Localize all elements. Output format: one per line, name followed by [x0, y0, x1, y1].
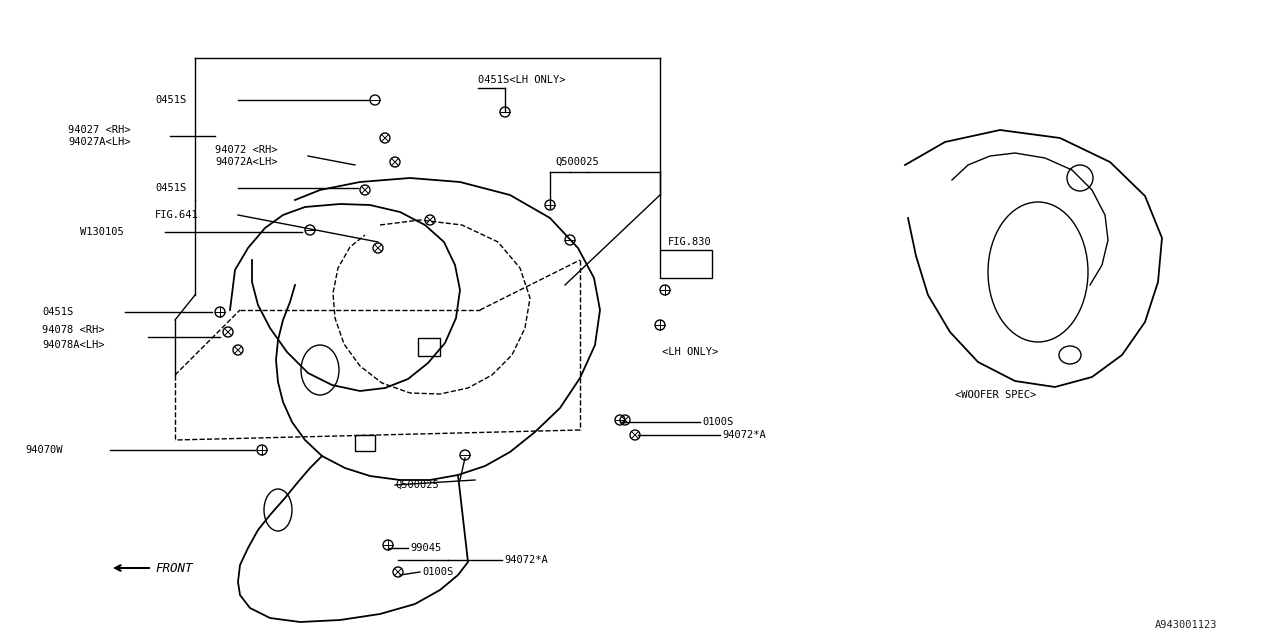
Text: A943001123: A943001123 — [1155, 620, 1217, 630]
Text: <LH ONLY>: <LH ONLY> — [662, 347, 718, 357]
Text: 0451S: 0451S — [42, 307, 73, 317]
Text: 0451S: 0451S — [155, 95, 187, 105]
Text: Q500025: Q500025 — [556, 157, 599, 167]
Text: 0100S: 0100S — [701, 417, 733, 427]
Text: 0451S: 0451S — [155, 183, 187, 193]
Text: 94070W: 94070W — [26, 445, 63, 455]
Text: 94027 <RH>: 94027 <RH> — [68, 125, 131, 135]
Text: <WOOFER SPEC>: <WOOFER SPEC> — [955, 390, 1037, 400]
Text: 94072 <RH>: 94072 <RH> — [215, 145, 278, 155]
Text: 94072A<LH>: 94072A<LH> — [215, 157, 278, 167]
Text: FRONT: FRONT — [155, 561, 192, 575]
Text: 0451S<LH ONLY>: 0451S<LH ONLY> — [477, 75, 566, 85]
Text: FIG.641: FIG.641 — [155, 210, 198, 220]
Text: 94027A<LH>: 94027A<LH> — [68, 137, 131, 147]
Text: 94072*A: 94072*A — [722, 430, 765, 440]
Text: 94072*A: 94072*A — [504, 555, 548, 565]
Text: 99045: 99045 — [410, 543, 442, 553]
Text: W130105: W130105 — [81, 227, 124, 237]
Text: 94078 <RH>: 94078 <RH> — [42, 325, 105, 335]
Text: FIG.830: FIG.830 — [668, 237, 712, 247]
Text: 94078A<LH>: 94078A<LH> — [42, 340, 105, 350]
Text: Q500025: Q500025 — [396, 480, 439, 490]
Text: 0100S: 0100S — [422, 567, 453, 577]
